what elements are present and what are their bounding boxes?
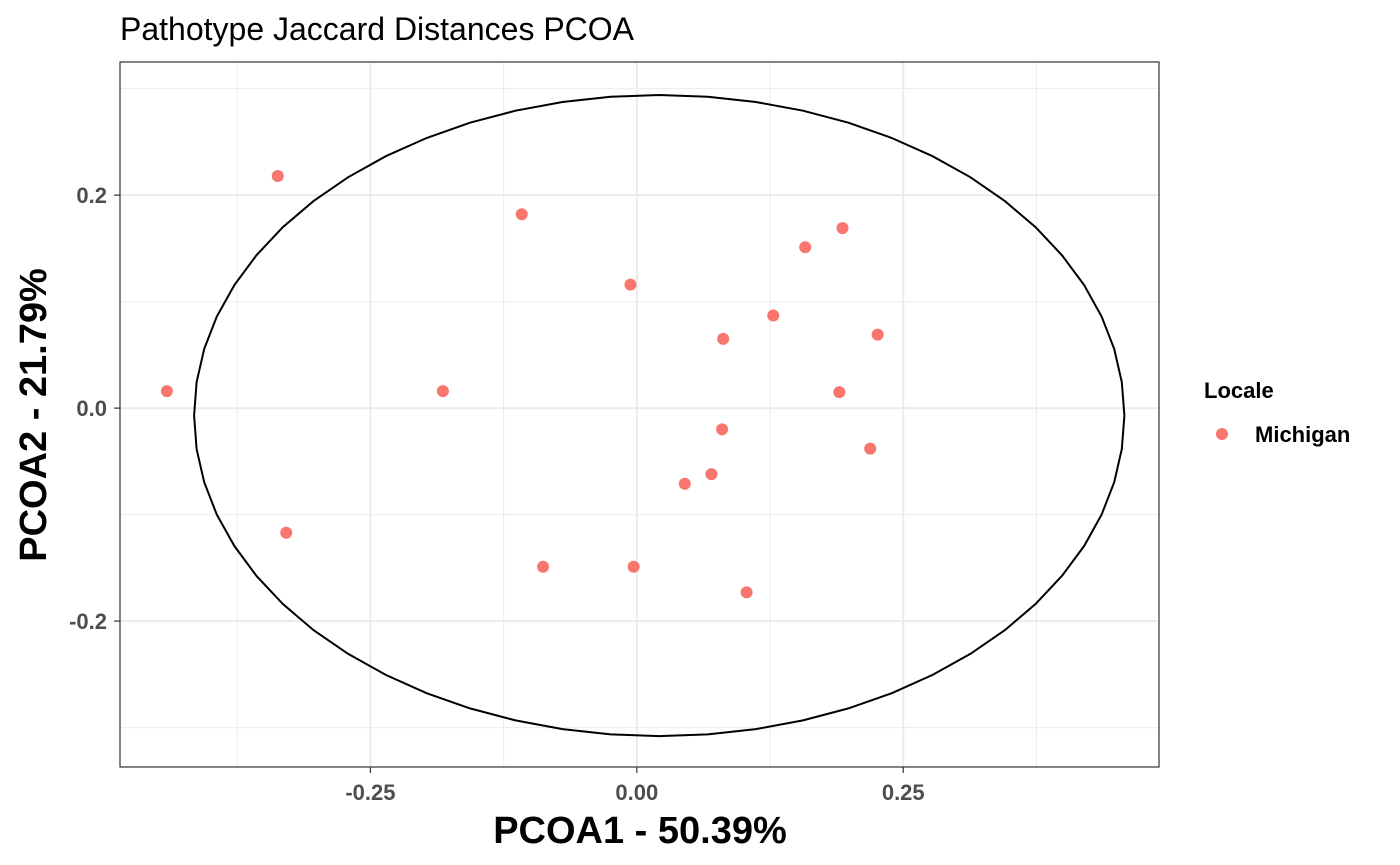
data-point [537, 560, 550, 573]
data-point [767, 309, 780, 322]
x-axis-title: PCOA1 - 50.39% [493, 810, 787, 852]
legend: Locale Michigan [1204, 378, 1350, 447]
data-point [271, 169, 284, 182]
y-axis-title: PCOA2 - 21.79% [13, 268, 55, 562]
x-axis-ticks: -0.25 0.00 0.25 [345, 767, 925, 805]
legend-label-michigan: Michigan [1255, 422, 1350, 447]
data-point [717, 332, 730, 345]
y-axis-ticks: -0.2 0.0 0.2 [69, 183, 120, 634]
data-point [280, 526, 293, 539]
data-point [836, 222, 849, 235]
major-gridlines [120, 62, 1159, 767]
y-tick-label: 0.2 [76, 183, 107, 208]
data-point [740, 586, 753, 599]
data-point [705, 468, 718, 481]
data-point [833, 386, 846, 399]
chart-title: Pathotype Jaccard Distances PCOA [120, 11, 635, 47]
confidence-ellipse [193, 93, 1126, 738]
data-points [160, 169, 884, 599]
data-point [716, 423, 729, 436]
y-tick-label: -0.2 [69, 609, 107, 634]
x-tick-label: 0.00 [615, 780, 658, 805]
data-point [624, 278, 637, 291]
data-point [160, 385, 173, 398]
x-tick-label: 0.25 [882, 780, 925, 805]
data-point [436, 385, 449, 398]
legend-key-michigan [1216, 428, 1228, 440]
data-point [864, 442, 877, 455]
data-point [515, 208, 528, 221]
data-point [799, 241, 812, 254]
data-point [627, 560, 640, 573]
y-tick-label: 0.0 [76, 396, 107, 421]
confidence-ellipse-layer [193, 93, 1126, 738]
minor-gridlines [120, 62, 1159, 767]
data-point [678, 477, 691, 490]
panel-border [119, 61, 1160, 768]
legend-title: Locale [1204, 378, 1274, 403]
x-tick-label: -0.25 [345, 780, 395, 805]
data-point [871, 328, 884, 341]
